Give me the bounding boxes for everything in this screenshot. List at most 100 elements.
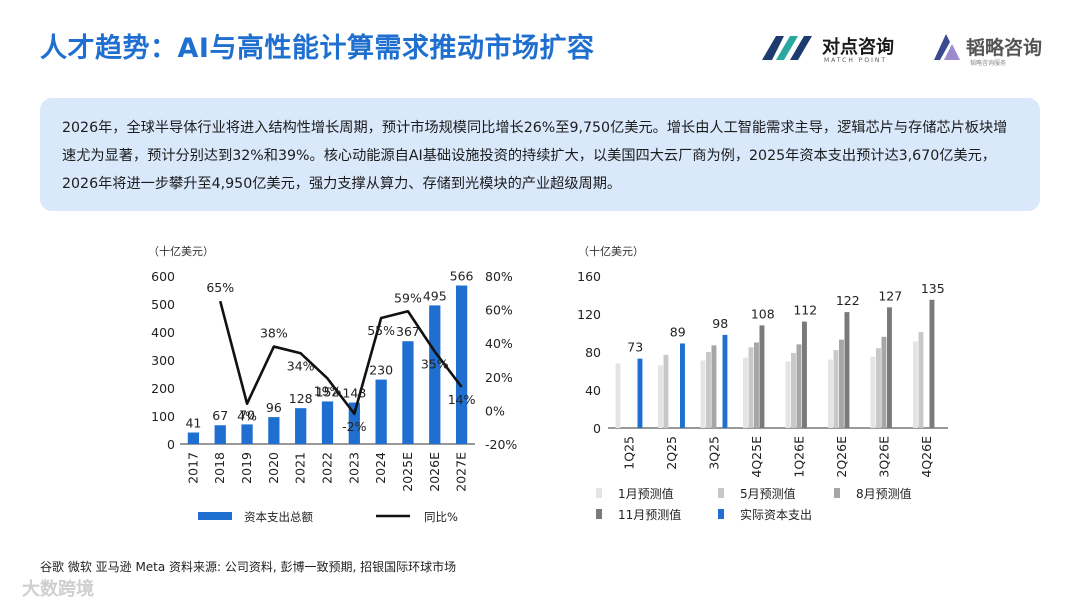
y-tick: 0 xyxy=(593,421,601,436)
y-tick-right: 20% xyxy=(485,370,513,385)
bar-value-label: 122 xyxy=(836,293,860,308)
bar xyxy=(796,344,802,428)
y-tick-left: 300 xyxy=(151,353,175,368)
yoy-value-label: 38% xyxy=(260,326,288,341)
legend-label: 11月预测值 xyxy=(618,507,681,522)
taolue-logo: 韬略咨询 韬略咨询服务 xyxy=(930,28,1060,68)
bar xyxy=(802,321,807,428)
bar xyxy=(791,352,796,428)
x-tick-label: 2017 xyxy=(185,452,200,484)
y-tick-right: 0% xyxy=(485,403,505,418)
legend-label: 8月预测值 xyxy=(856,486,912,501)
y-tick-right: 80% xyxy=(485,269,513,284)
bar xyxy=(743,357,748,428)
bar-value-label: 127 xyxy=(878,288,902,303)
y-tick-right: 40% xyxy=(485,336,513,351)
legend-label-line: 同比% xyxy=(424,510,458,524)
yoy-value-label: -2% xyxy=(342,419,366,434)
legend-label: 1月预测值 xyxy=(618,486,674,501)
bar xyxy=(663,354,669,428)
bar-value-label: 73 xyxy=(627,340,643,355)
legend-swatch-bar xyxy=(198,512,232,520)
x-tick-label: 2Q25 xyxy=(664,436,679,470)
x-tick-label: 2027E xyxy=(454,452,469,492)
match-point-logo-icon xyxy=(762,36,812,60)
bar xyxy=(876,348,881,428)
unit-label: （十亿美元） xyxy=(148,244,214,258)
x-tick-label: 2018 xyxy=(212,452,227,484)
bar-value-label: 67 xyxy=(212,408,228,423)
bar xyxy=(241,424,253,444)
y-tick: 160 xyxy=(577,269,601,284)
bar xyxy=(844,312,850,428)
x-tick-label: 2Q26E xyxy=(834,436,849,478)
bar xyxy=(700,360,706,428)
x-tick-label: 3Q26E xyxy=(876,436,891,478)
x-tick-label: 2020 xyxy=(266,452,281,484)
y-tick: 80 xyxy=(585,345,601,360)
yoy-value-label: 35% xyxy=(421,357,449,372)
bar-value-label: 135 xyxy=(921,281,945,296)
x-tick-label: 2019 xyxy=(239,452,254,484)
bar xyxy=(918,332,924,428)
yoy-line xyxy=(218,300,463,416)
match-point-logo: 对点咨询 MATCH POINT xyxy=(762,28,912,68)
legend-label-bar: 资本支出总额 xyxy=(244,510,313,524)
bar-value-label: 70 xyxy=(239,407,255,422)
bar xyxy=(870,356,876,428)
x-tick-label: 2024 xyxy=(373,452,388,484)
taolue-logo-icon xyxy=(934,34,960,60)
logo2-sub: 韬略咨询服务 xyxy=(970,60,1007,67)
legend-label: 5月预测值 xyxy=(740,486,796,501)
bar xyxy=(658,365,663,428)
bar xyxy=(748,347,754,428)
bar-value-label: 367 xyxy=(396,324,420,339)
x-tick-label: 1Q26E xyxy=(791,436,806,478)
y-tick-left: 400 xyxy=(151,325,175,340)
bar xyxy=(929,299,935,428)
bar-value-label: 108 xyxy=(751,306,775,321)
yoy-value-label: 14% xyxy=(448,392,476,407)
bar xyxy=(615,363,621,428)
y-tick-left: 100 xyxy=(151,409,175,424)
bar-value-label: 89 xyxy=(670,324,686,339)
y-tick: 40 xyxy=(585,383,601,398)
y-tick: 120 xyxy=(577,307,601,322)
logo1-sub: MATCH POINT xyxy=(824,57,888,64)
legend-label: 实际资本支出 xyxy=(740,507,812,522)
y-tick-right: 60% xyxy=(485,303,513,318)
unit-label: （十亿美元） xyxy=(578,244,644,258)
x-tick-label: 4Q26E xyxy=(919,436,934,478)
y-tick-right: -20% xyxy=(485,437,517,452)
bar xyxy=(295,408,307,444)
bar-value-label: 112 xyxy=(793,303,817,318)
legend-swatch xyxy=(718,488,724,498)
bar xyxy=(759,325,765,428)
bar-value-label: 128 xyxy=(289,391,313,406)
y-tick-left: 600 xyxy=(151,269,175,284)
y-tick-left: 0 xyxy=(167,437,175,452)
bar xyxy=(887,307,892,428)
bar-value-label: 230 xyxy=(369,363,393,378)
bar xyxy=(711,345,717,428)
bar-value-label: 495 xyxy=(423,288,447,303)
bar xyxy=(429,305,441,444)
x-tick-label: 2026E xyxy=(427,452,442,492)
bar xyxy=(375,379,387,444)
source-note: 谷歌 微软 亚马逊 Meta 资料来源: 公司资料, 彭博一致预期, 招银国际环… xyxy=(40,560,457,574)
watermark: 大数跨境 xyxy=(22,579,94,600)
bar-value-label: 96 xyxy=(266,400,282,415)
yoy-value-label: 55% xyxy=(367,323,395,338)
logo1-name: 对点咨询 xyxy=(822,37,894,58)
bar xyxy=(637,358,643,428)
bar xyxy=(839,339,844,428)
x-tick-label: 2025E xyxy=(400,452,415,492)
legend-swatch xyxy=(596,509,602,519)
bar xyxy=(785,361,791,428)
bar xyxy=(754,342,759,428)
legend-swatch xyxy=(834,488,840,498)
legend-swatch xyxy=(718,509,724,519)
bar xyxy=(321,401,334,444)
x-tick-label: 2021 xyxy=(293,452,308,484)
bar xyxy=(722,334,728,428)
